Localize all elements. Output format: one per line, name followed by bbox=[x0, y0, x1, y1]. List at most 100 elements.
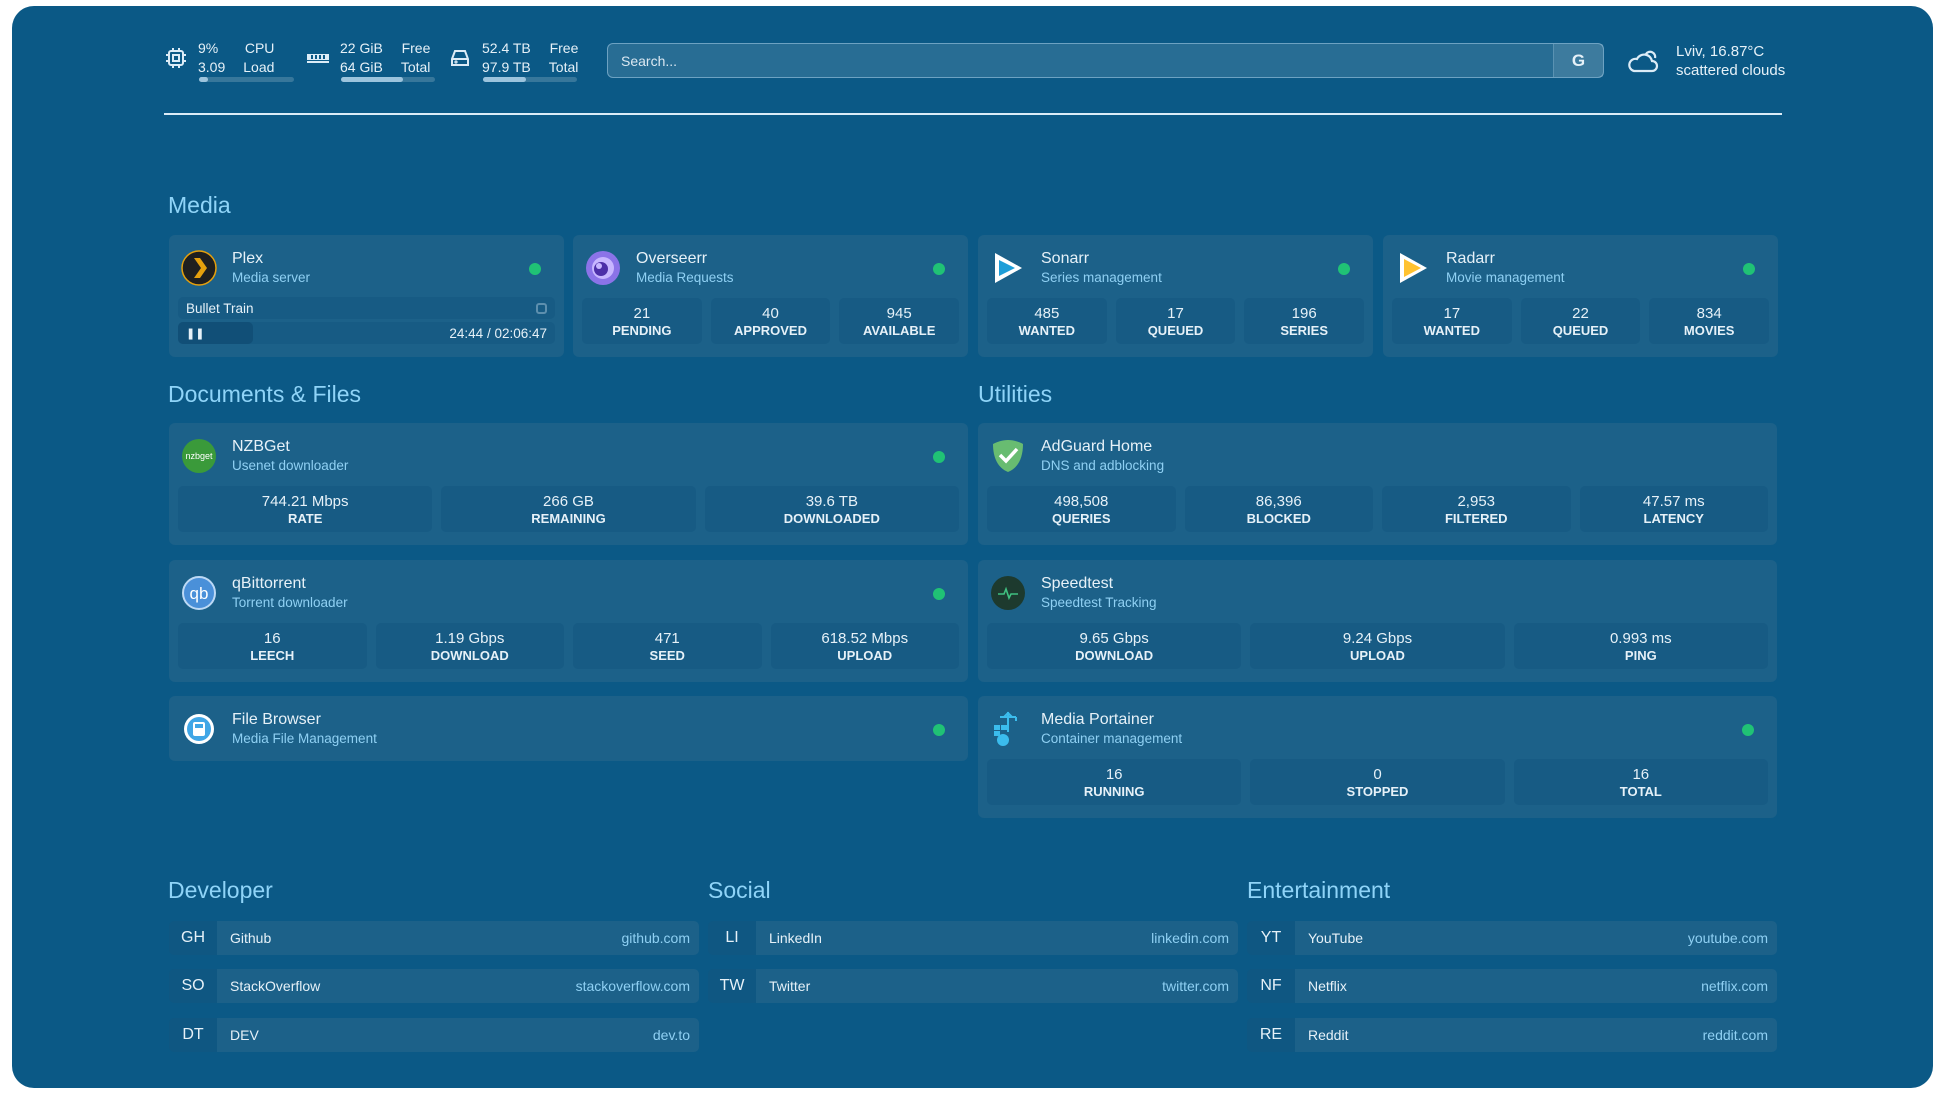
stat-label: DOWNLOAD bbox=[430, 648, 509, 663]
bookmark-url[interactable]: youtube.com bbox=[1687, 930, 1768, 946]
stat-block: 9.24 Gbps UPLOAD bbox=[1250, 623, 1505, 669]
service-description: Media server bbox=[232, 270, 311, 285]
disk-icon bbox=[451, 50, 469, 66]
stat-label: REMAINING bbox=[531, 511, 606, 526]
bookmark-netflix[interactable]: NF Netflix netflix.com bbox=[1247, 969, 1777, 1003]
cpu-usage: 9% bbox=[198, 40, 219, 56]
section-title-utilities: Utilities bbox=[978, 381, 1053, 407]
service-description: Speedtest Tracking bbox=[1041, 595, 1157, 610]
stat-block: 2,953 FILTERED bbox=[1382, 486, 1571, 532]
bookmark-name: Netflix bbox=[1308, 978, 1347, 994]
stat-value: 39.6 TB bbox=[805, 493, 858, 510]
bookmark-stackoverflow[interactable]: SO StackOverflow stackoverflow.com bbox=[169, 969, 699, 1003]
cpu-label: CPU bbox=[244, 40, 275, 56]
stat-block: 0.993 ms PING bbox=[1513, 623, 1768, 669]
stat-value: 21 bbox=[633, 305, 651, 322]
bookmark-twitter[interactable]: TW Twitter twitter.com bbox=[708, 969, 1238, 1003]
status-dot bbox=[933, 263, 945, 275]
search-provider-button[interactable]: G bbox=[1553, 44, 1603, 77]
bookmark-url[interactable]: dev.to bbox=[652, 1027, 690, 1043]
portainer-logo-icon bbox=[994, 711, 1017, 746]
stat-block: 618.52 Mbps UPLOAD bbox=[770, 623, 959, 669]
service-name: File Browser bbox=[232, 711, 321, 728]
service-name: Speedtest bbox=[1041, 575, 1114, 592]
weather-location: Lviv, 16.87°C bbox=[1676, 43, 1765, 60]
bookmark-url[interactable]: stackoverflow.com bbox=[575, 978, 690, 994]
service-card-filebrowser[interactable]: File Browser Media File Management bbox=[169, 696, 968, 761]
bookmark-abbr: LI bbox=[708, 921, 756, 955]
service-card-portainer[interactable]: Media Portainer Container management 16 RUN… bbox=[978, 696, 1777, 818]
stat-block: 0 STOPPED bbox=[1250, 759, 1505, 805]
service-name: Sonarr bbox=[1041, 250, 1090, 267]
cloud-icon bbox=[1628, 50, 1659, 73]
weather-condition: scattered clouds bbox=[1676, 62, 1786, 79]
stat-value: 471 bbox=[654, 630, 680, 647]
stat-block: 196 SERIES bbox=[1244, 298, 1365, 344]
radarr-logo-icon bbox=[1400, 253, 1427, 283]
stat-block: 1.19 Gbps DOWNLOAD bbox=[375, 623, 564, 669]
now-playing: Bullet Train bbox=[178, 297, 555, 319]
stat-value: 22 bbox=[1572, 305, 1589, 322]
service-card-plex[interactable]: Plex Media server Bullet Train ❚❚ 24:44 /… bbox=[169, 235, 564, 357]
bookmark-linkedin[interactable]: LI LinkedIn linkedin.com bbox=[708, 921, 1238, 955]
bookmark-url[interactable]: github.com bbox=[621, 930, 690, 946]
stat-label: UPLOAD bbox=[1350, 648, 1405, 663]
bookmark-url[interactable]: twitter.com bbox=[1162, 978, 1229, 994]
service-name: Plex bbox=[232, 250, 264, 267]
stat-block: 498,508 QUERIES bbox=[987, 486, 1176, 532]
now-playing-title: Bullet Train bbox=[186, 300, 254, 316]
bookmark-abbr: YT bbox=[1247, 921, 1295, 955]
playback-progress[interactable]: ❚❚ 24:44 / 02:06:47 bbox=[178, 322, 555, 344]
disk-bar bbox=[483, 77, 577, 82]
bookmark-name: Twitter bbox=[769, 978, 811, 994]
stat-value: 1.19 Gbps bbox=[435, 630, 505, 647]
service-card-qbittorrent[interactable]: qb qBittorrent Torrent downloader 16 LEECH 1.… bbox=[169, 560, 968, 682]
status-dot bbox=[1338, 263, 1350, 275]
stat-value: 40 bbox=[762, 305, 779, 322]
section-title-documents: Documents & Files bbox=[168, 381, 362, 407]
progress-fill bbox=[178, 322, 254, 344]
stat-value: 9.24 Gbps bbox=[1342, 630, 1413, 647]
stat-block: 22 QUEUED bbox=[1520, 298, 1641, 344]
service-card-nzbget[interactable]: nzbget NZBGet Usenet downloader 744.21 Mbps… bbox=[169, 423, 968, 545]
stat-value: 47.57 ms bbox=[1642, 493, 1705, 510]
service-card-speedtest[interactable]: Speedtest Speedtest Tracking 9.65 Gbps DOWN… bbox=[978, 560, 1777, 682]
playback-time: 24:44 / 02:06:47 bbox=[449, 325, 547, 341]
disk-free: 52.4 TB bbox=[482, 40, 531, 56]
header-divider bbox=[164, 113, 1782, 115]
stat-label: PENDING bbox=[612, 323, 672, 338]
stat-label: QUEUED bbox=[1147, 323, 1204, 338]
bookmark-url[interactable]: netflix.com bbox=[1701, 978, 1768, 994]
nzbget-logo-icon: nzbget bbox=[182, 439, 216, 473]
stat-label: QUEUED bbox=[1552, 323, 1609, 338]
media-info-icon[interactable] bbox=[536, 302, 547, 314]
stat-label: STOPPED bbox=[1346, 784, 1409, 799]
bookmark-url[interactable]: reddit.com bbox=[1702, 1027, 1768, 1043]
bookmark-dev[interactable]: DT DEV dev.to bbox=[169, 1018, 699, 1052]
bookmark-name: StackOverflow bbox=[230, 978, 321, 994]
service-card-overseerr[interactable]: Overseerr Media Requests 21 PENDING 40 APPROV… bbox=[573, 235, 968, 357]
stat-label: MOVIES bbox=[1683, 323, 1735, 338]
stat-value: 17 bbox=[1167, 305, 1184, 322]
search-input[interactable] bbox=[608, 44, 1553, 77]
stat-block: 17 QUEUED bbox=[1115, 298, 1236, 344]
pause-icon[interactable]: ❚❚ bbox=[186, 327, 205, 340]
bookmark-name: Reddit bbox=[1308, 1027, 1349, 1043]
stat-block: 86,396 BLOCKED bbox=[1184, 486, 1373, 532]
service-card-adguard[interactable]: AdGuard Home DNS and adblocking 498,508 QUE… bbox=[978, 423, 1777, 545]
bookmark-youtube[interactable]: YT YouTube youtube.com bbox=[1247, 921, 1777, 955]
service-card-radarr[interactable]: Radarr Movie management 17 WANTED 22 QUEUED 83… bbox=[1383, 235, 1778, 357]
cpu-load: 3.09 bbox=[198, 59, 226, 75]
stat-label: FILTERED bbox=[1444, 511, 1508, 526]
bookmark-github[interactable]: GH Github github.com bbox=[169, 921, 699, 955]
bookmark-reddit[interactable]: RE Reddit reddit.com bbox=[1247, 1018, 1777, 1052]
stat-label: SEED bbox=[649, 648, 685, 663]
service-card-sonarr[interactable]: Sonarr Series management 485 WANTED 17 QUEUED… bbox=[978, 235, 1373, 357]
service-description: Container management bbox=[1041, 731, 1183, 746]
stat-label: RUNNING bbox=[1083, 784, 1145, 799]
bookmark-url[interactable]: linkedin.com bbox=[1151, 930, 1229, 946]
weather-widget[interactable]: Lviv, 16.87°C scattered clouds bbox=[1626, 42, 1785, 80]
stat-label: APPROVED bbox=[734, 323, 807, 338]
stat-label: QUERIES bbox=[1051, 511, 1111, 526]
stat-value: 16 bbox=[263, 630, 281, 647]
